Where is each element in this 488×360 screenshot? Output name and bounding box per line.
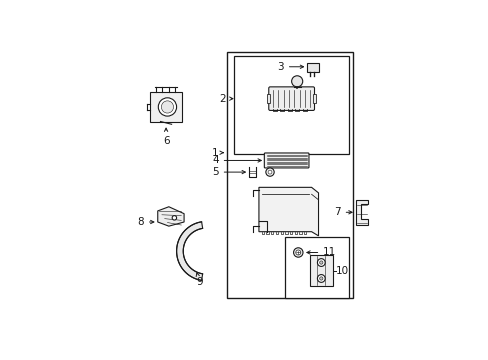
Text: 7: 7 xyxy=(333,207,351,217)
Polygon shape xyxy=(158,207,183,226)
Text: 10: 10 xyxy=(335,266,348,275)
Circle shape xyxy=(295,250,300,255)
Bar xyxy=(307,63,318,72)
Circle shape xyxy=(291,76,302,87)
FancyBboxPatch shape xyxy=(268,87,314,111)
Circle shape xyxy=(319,261,322,264)
FancyBboxPatch shape xyxy=(264,153,308,168)
Polygon shape xyxy=(176,222,202,280)
Circle shape xyxy=(161,101,173,113)
Circle shape xyxy=(317,258,325,266)
Text: 5: 5 xyxy=(212,167,245,177)
Bar xyxy=(266,94,269,103)
Circle shape xyxy=(319,277,322,280)
Text: 1: 1 xyxy=(212,148,218,158)
Circle shape xyxy=(158,98,176,116)
Polygon shape xyxy=(355,200,367,225)
Text: 9: 9 xyxy=(196,273,202,287)
Text: 4: 4 xyxy=(212,156,261,166)
Text: 3: 3 xyxy=(277,62,303,72)
Text: 2: 2 xyxy=(219,94,232,104)
Text: 8: 8 xyxy=(137,217,154,227)
Circle shape xyxy=(172,216,176,220)
Bar xyxy=(233,56,348,154)
Circle shape xyxy=(293,248,303,257)
Text: 6: 6 xyxy=(163,136,169,146)
Bar xyxy=(150,93,182,122)
Polygon shape xyxy=(259,187,318,236)
Bar xyxy=(226,51,352,298)
Circle shape xyxy=(265,168,274,176)
Bar xyxy=(309,255,332,287)
Circle shape xyxy=(267,170,271,174)
Bar xyxy=(312,94,316,103)
Text: 11: 11 xyxy=(306,247,336,257)
Circle shape xyxy=(317,275,325,282)
Bar xyxy=(285,237,348,298)
